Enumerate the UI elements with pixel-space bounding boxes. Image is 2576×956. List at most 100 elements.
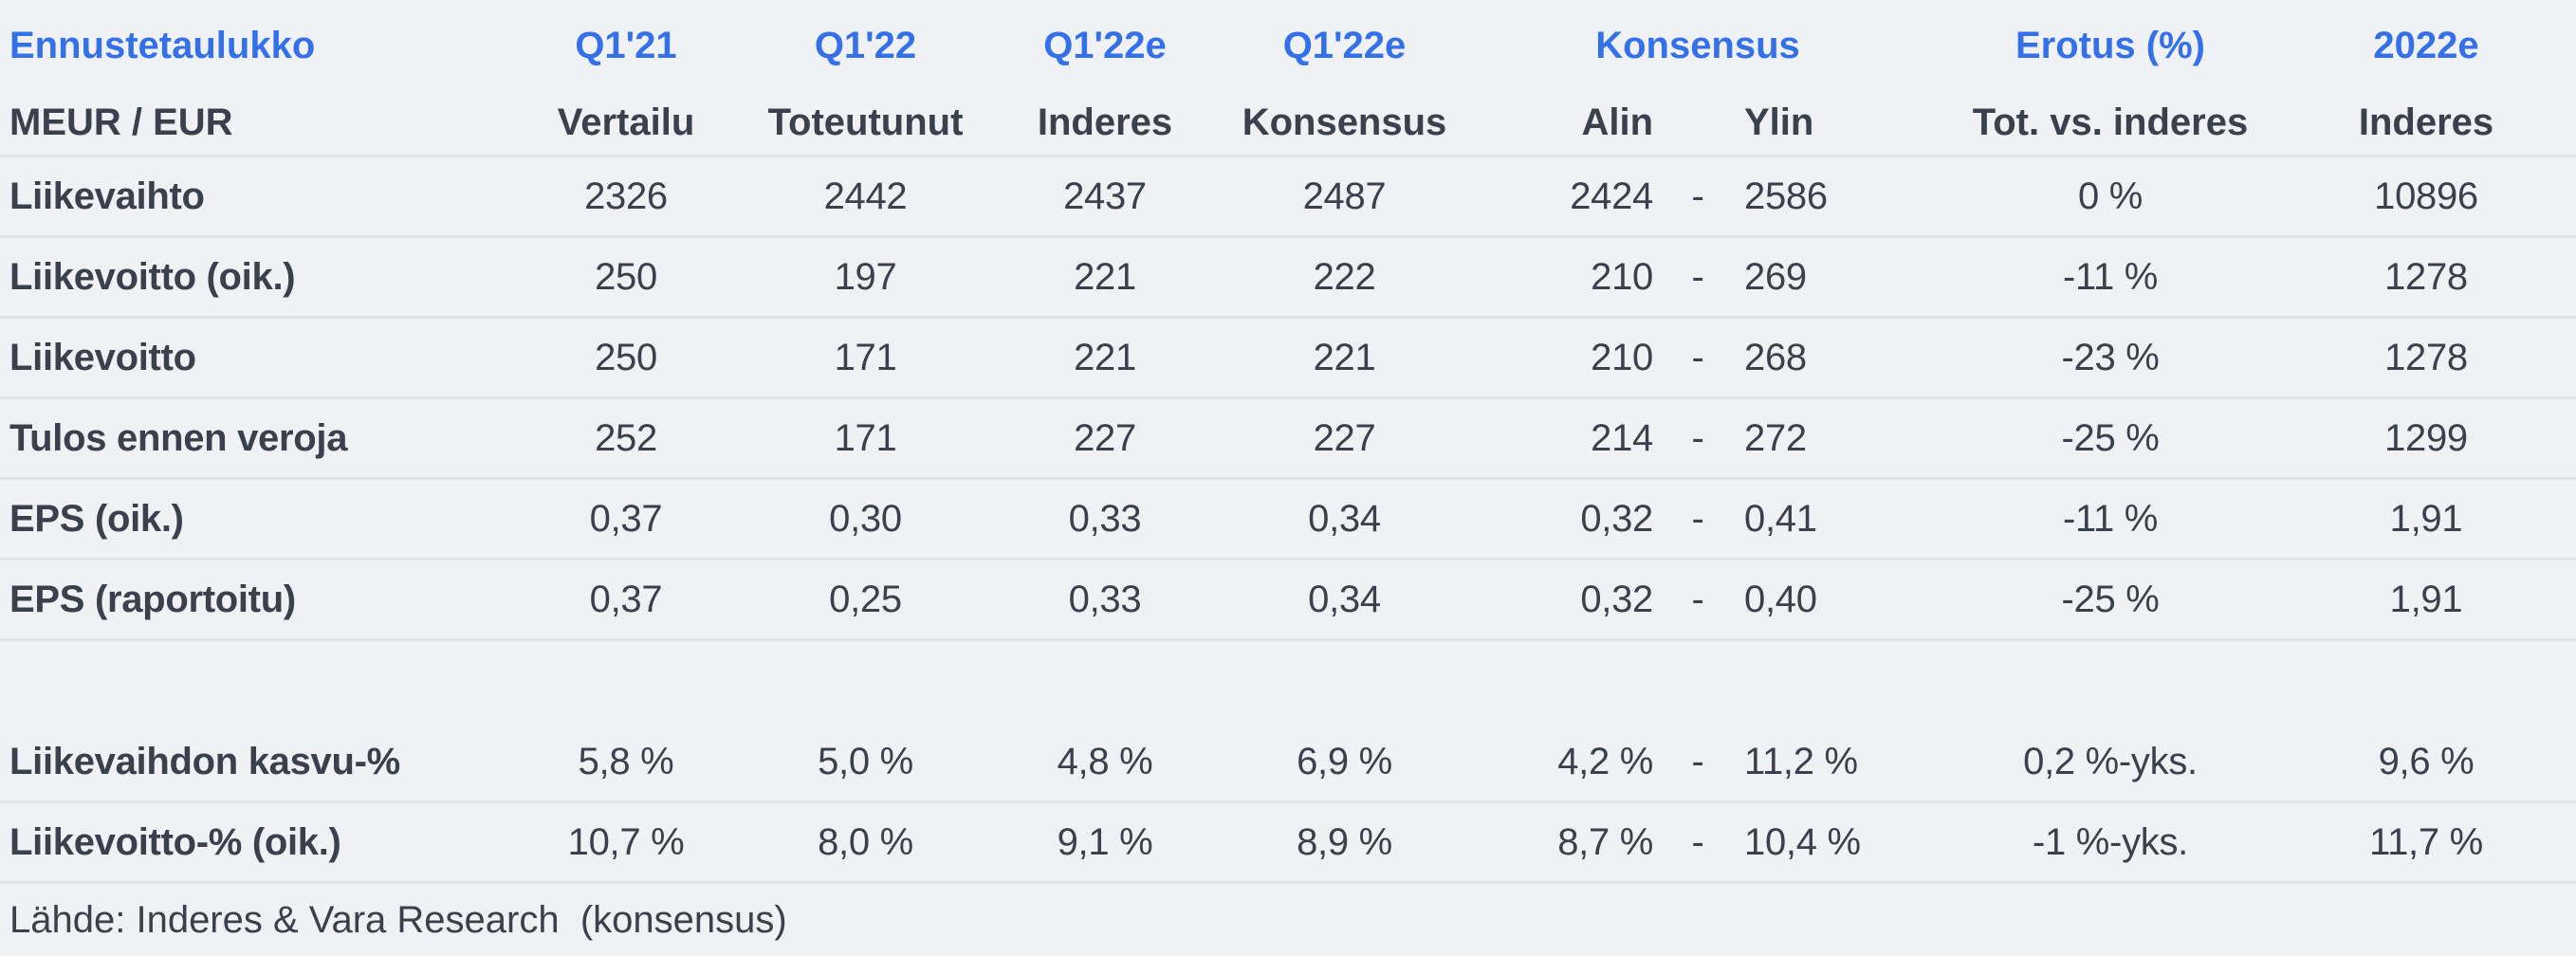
cell-q122e-inderes: 2437: [1063, 175, 1147, 217]
cell-q121-vertailu: 252: [595, 416, 657, 459]
col-group-q122e-inderes: Q1'22e: [1043, 24, 1167, 66]
range-dash: -: [1691, 740, 1704, 782]
table-title: Ennustetaulukko: [9, 24, 316, 66]
row-label: Liikevoitto (oik.): [9, 255, 296, 298]
cell-q121-vertailu: 5,8 %: [578, 740, 674, 782]
cell-2022e-inderes: 1299: [2384, 416, 2468, 459]
row-label: Liikevaihto: [9, 175, 205, 217]
cell-q121-vertailu: 250: [595, 255, 657, 298]
cell-erotus: -23 %: [2061, 336, 2160, 378]
cell-q122e-konsensus: 0,34: [1308, 497, 1381, 540]
cell-q122-toteutunut: 0,25: [829, 578, 902, 620]
cell-q122e-inderes: 0,33: [1068, 578, 1142, 620]
cell-2022e-inderes: 1,91: [2389, 497, 2463, 540]
cell-q122e-konsensus: 6,9 %: [1297, 740, 1392, 782]
cell-erotus: -25 %: [2061, 416, 2160, 459]
col-group-konsensus-range: Konsensus: [1595, 24, 1800, 66]
cell-konsensus-ylin: 0,40: [1744, 578, 1817, 620]
col-header-tot-vs-inderes: Tot. vs. inderes: [1972, 101, 2249, 143]
cell-erotus: 0,2 %-yks.: [2023, 740, 2198, 782]
cell-konsensus-alin: 0,32: [1580, 497, 1653, 540]
cell-2022e-inderes: 1278: [2384, 255, 2468, 298]
cell-q122e-konsensus: 2487: [1302, 175, 1387, 217]
cell-q122e-konsensus: 8,9 %: [1297, 820, 1392, 863]
cell-konsensus-ylin: 11,2 %: [1744, 740, 1858, 782]
cell-q122e-inderes: 221: [1074, 255, 1136, 298]
cell-erotus: -25 %: [2061, 578, 2160, 620]
row-label: Tulos ennen veroja: [9, 416, 348, 459]
cell-erotus: 0 %: [2077, 175, 2144, 217]
col-header-2022e-inderes: Inderes: [2358, 101, 2494, 143]
cell-2022e-inderes: 9,6 %: [2378, 740, 2475, 782]
cell-konsensus-ylin: 0,41: [1744, 497, 1817, 540]
cell-q122-toteutunut: 0,30: [829, 497, 902, 540]
cell-konsensus-alin: 214: [1591, 416, 1653, 459]
table-row: Liikevoitto 250 171 221 221 210-268 -23 % 1278: [0, 319, 2576, 399]
header-row-subcolumns: MEUR / EUR Vertailu Toteutunut Inderes K…: [0, 91, 2576, 155]
table-row: Liikevoitto-% (oik.) 10,7 % 8,0 % 9,1 % 8,9 …: [0, 803, 2576, 884]
col-header-inderes: Inderes: [1037, 101, 1173, 143]
cell-q122e-konsensus: 222: [1313, 255, 1376, 298]
row-label: Liikevaihdon kasvu-%: [9, 740, 400, 782]
cell-konsensus-alin: 0,32: [1580, 578, 1653, 620]
header-row-groups: Ennustetaulukko Q1'21 Q1'22 Q1'22e Q1'22…: [0, 0, 2576, 91]
row-label: Liikevoitto-% (oik.): [9, 820, 341, 863]
row-label: Liikevoitto: [9, 336, 196, 378]
cell-q122-toteutunut: 5,0 %: [818, 740, 913, 782]
table-row: EPS (oik.) 0,37 0,30 0,33 0,34 0,32-0,41 -11 %…: [0, 480, 2576, 561]
col-group-q122: Q1'22: [814, 24, 917, 66]
table-row: Liikevaihto 2326 2442 2437 2487 2424-2586 0 % 1…: [0, 157, 2576, 238]
cell-q122e-inderes: 221: [1074, 336, 1136, 378]
col-header-konsensus: Konsensus: [1242, 101, 1447, 143]
cell-2022e-inderes: 11,7 %: [2369, 820, 2483, 863]
range-dash: -: [1691, 497, 1704, 540]
range-dash: -: [1691, 255, 1704, 298]
row-label: EPS (raportoitu): [9, 578, 296, 620]
cell-q122e-konsensus: 0,34: [1308, 578, 1381, 620]
cell-q121-vertailu: 2326: [584, 175, 668, 217]
spacer-row: [0, 641, 2576, 723]
units-label: MEUR / EUR: [9, 101, 233, 143]
cell-q122e-konsensus: 221: [1313, 336, 1376, 378]
cell-2022e-inderes: 10896: [2374, 175, 2478, 217]
range-dash: -: [1691, 820, 1704, 863]
cell-q122-toteutunut: 171: [834, 416, 897, 459]
col-header-vertailu: Vertailu: [557, 101, 695, 143]
range-dash: -: [1691, 175, 1704, 217]
cell-2022e-inderes: 1278: [2384, 336, 2468, 378]
col-header-toteutunut: Toteutunut: [767, 101, 964, 143]
cell-q122-toteutunut: 171: [834, 336, 897, 378]
col-group-q121: Q1'21: [575, 24, 677, 66]
table-body: Liikevaihto 2326 2442 2437 2487 2424-2586 0 % 1…: [0, 157, 2576, 884]
cell-q121-vertailu: 10,7 %: [567, 820, 685, 863]
cell-erotus: -1 %-yks.: [2033, 820, 2188, 863]
col-header-alin: Alin: [1581, 101, 1653, 143]
cell-2022e-inderes: 1,91: [2389, 578, 2463, 620]
cell-q121-vertailu: 0,37: [589, 497, 663, 540]
cell-konsensus-alin: 4,2 %: [1557, 740, 1653, 782]
table-row: EPS (raportoitu) 0,37 0,25 0,33 0,34 0,32-0,4…: [0, 561, 2576, 641]
col-header-ylin: Ylin: [1744, 101, 1814, 143]
cell-q122e-inderes: 9,1 %: [1057, 820, 1153, 863]
col-group-2022e: 2022e: [2373, 24, 2479, 66]
row-label: EPS (oik.): [9, 497, 184, 540]
table-row: Liikevoitto (oik.) 250 197 221 222 210-269 -11…: [0, 238, 2576, 319]
cell-konsensus-ylin: 269: [1744, 255, 1807, 298]
range-dash: -: [1691, 336, 1704, 378]
range-dash: -: [1691, 416, 1704, 459]
cell-q122-toteutunut: 8,0 %: [818, 820, 913, 863]
cell-konsensus-ylin: 2586: [1744, 175, 1828, 217]
cell-konsensus-alin: 2424: [1570, 175, 1653, 217]
cell-q121-vertailu: 250: [595, 336, 657, 378]
col-group-q122e-konsensus: Q1'22e: [1282, 24, 1407, 66]
cell-q122e-inderes: 227: [1074, 416, 1136, 459]
cell-konsensus-ylin: 268: [1744, 336, 1807, 378]
table-row: Tulos ennen veroja 252 171 227 227 214-272 -25…: [0, 399, 2576, 480]
col-group-erotus: Erotus (%): [2015, 24, 2205, 66]
cell-konsensus-alin: 210: [1591, 336, 1653, 378]
cell-q122e-inderes: 4,8 %: [1057, 740, 1153, 782]
cell-erotus: -11 %: [2062, 497, 2159, 540]
range-dash: -: [1691, 578, 1704, 620]
cell-konsensus-alin: 210: [1591, 255, 1653, 298]
